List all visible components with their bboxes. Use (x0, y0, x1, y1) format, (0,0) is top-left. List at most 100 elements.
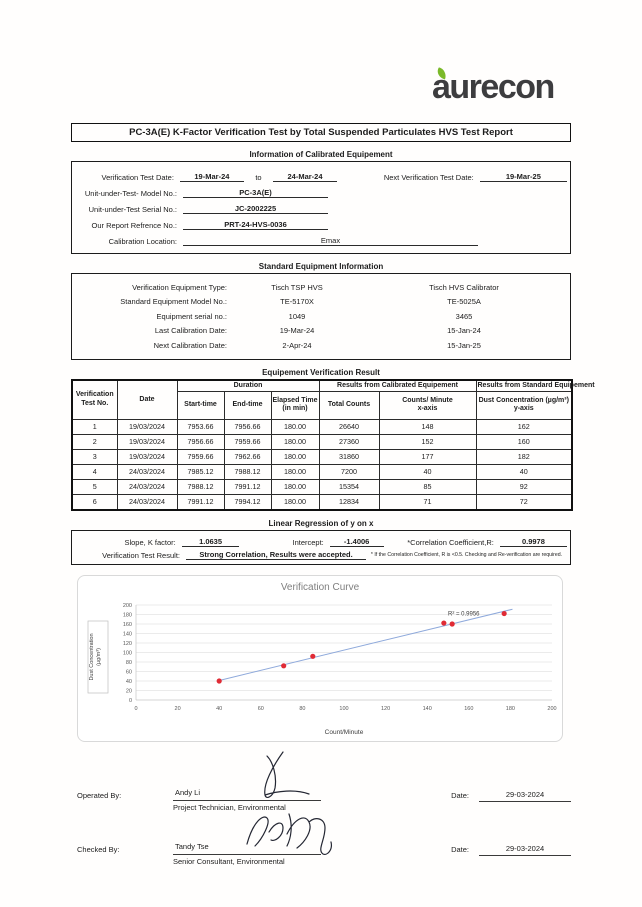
report-ref-label: Our Report Refrence No.: (91, 221, 177, 230)
std-model-col2: TE-5025A (447, 297, 481, 307)
svg-text:100: 100 (123, 650, 132, 656)
svg-text:160: 160 (464, 706, 473, 712)
checker-signature-block: Tandy Tse Senior Consultant, Environment… (173, 813, 332, 868)
calibration-location-value: Emax (183, 236, 478, 246)
equipment-type-col1: Tisch TSP HVS (271, 282, 323, 292)
std-model-label: Standard Equipment Model No.: (120, 297, 227, 307)
group-standard: Results from Standard Equipement (475, 379, 595, 392)
checked-by-row: Checked By: Tandy Tse Senior Consultant,… (77, 813, 571, 868)
svg-text:0: 0 (134, 706, 137, 712)
operated-date-label: Date: (451, 790, 469, 800)
next-test-date-label: Next Verification Test Date: (383, 173, 474, 182)
svg-text:180: 180 (506, 706, 515, 712)
regression-result-row: Verification Test Result: Strong Correla… (75, 547, 567, 560)
header-row-groups: Verification Test No. Date Duration Resu… (71, 379, 595, 420)
svg-text:60: 60 (258, 706, 264, 712)
svg-text:Count/Minute: Count/Minute (325, 729, 364, 736)
std-row-model: Standard Equipment Model No.: TE-5170X T… (75, 295, 567, 310)
header-row-cols: Start-time End-time Elapsed Time (in min)… (72, 390, 573, 420)
last-cal-label: Last Calibration Date: (154, 326, 227, 336)
regression-values-row: Slope, K factor: 1.0635 Intercept: -1.40… (75, 534, 568, 547)
calibrated-info-table: Verification Test Date: 19-Mar-24 to 24-… (71, 161, 571, 254)
std-row-next-cal: Next Calibration Date: 2-Apr-24 15-Jan-2… (75, 338, 567, 353)
to-label: to (255, 173, 262, 182)
checker-name: Tandy Tse (173, 842, 321, 855)
operated-date-value: 29-03-2024 (479, 790, 571, 802)
serial-no-label: Unit-under-Test Serial No.: (88, 205, 177, 214)
regression-box: Slope, K factor: 1.0635 Intercept: -1.40… (71, 529, 571, 565)
model-no-label: Unit-under-Test- Model No.: (84, 189, 177, 198)
svg-text:100: 100 (339, 706, 348, 712)
equipment-type-col2: Tisch HVS Calibrator (429, 282, 499, 292)
report-title-box: PC-3A(E) K-Factor Verification Test by T… (71, 123, 571, 142)
col-dust-concentration: Dust Concentration (µg/m³) y-axis (475, 390, 573, 420)
svg-text:0: 0 (129, 698, 132, 704)
verification-result-table: Verification Test No. Date Duration Resu… (71, 378, 595, 511)
slope-label: Slope, K factor: (124, 537, 176, 547)
correlation-label: *Correlation Coefficient,R: (407, 537, 494, 547)
logo-leaf-icon (436, 66, 449, 86)
test-result-value: Strong Correlation, Results were accepte… (186, 550, 366, 560)
svg-text:140: 140 (423, 706, 432, 712)
col-total-counts: Total Counts (318, 390, 380, 420)
svg-text:R² = 0.9956: R² = 0.9956 (448, 611, 480, 617)
model-no-row: Unit-under-Test- Model No.: PC-3A(E) (75, 182, 567, 198)
group-calibrated: Results from Calibrated Equipement (318, 379, 477, 392)
equipment-type-label: Verification Equipment Type: (132, 282, 227, 292)
col-elapsed: Elapsed Time (in min) (270, 390, 320, 420)
table-row: 1 19/03/2024 7953.66 7956.66 180.00 26640 148 1… (71, 418, 573, 435)
model-no-value: PC-3A(E) (183, 188, 328, 198)
correlation-footnote: * If the Correlation Coefficient, R is <… (370, 551, 563, 558)
svg-text:200: 200 (123, 603, 132, 609)
checked-date-value: 29-03-2024 (479, 844, 571, 856)
std-serial-label: Equipment serial no.: (156, 311, 227, 321)
report-content: PC-3A(E) K-Factor Verification Test by T… (71, 123, 595, 868)
standard-info-heading: Standard Equipment Information (258, 262, 384, 271)
table-row: 3 19/03/2024 7959.66 7962.66 180.00 31860 177 1… (71, 448, 573, 465)
std-row-serial: Equipment serial no.: 1049 3465 (75, 309, 567, 324)
chart-title: Verification Curve (280, 581, 360, 593)
std-row-type: Verification Equipment Type: Tisch TSP H… (75, 280, 567, 295)
next-cal-col1: 2-Apr-24 (282, 340, 312, 350)
last-cal-col1: 19-Mar-24 (279, 326, 315, 336)
operator-signature-block: Andy Li Project Technician, Environmenta… (173, 751, 321, 814)
operator-title: Project Technician, Environmental (173, 802, 286, 812)
next-test-date: 19-Mar-25 (479, 172, 567, 182)
operator-signature-icon (264, 751, 310, 798)
test-date-label: Verification Test Date: (101, 173, 174, 182)
slope-value: 1.0635 (181, 537, 240, 547)
svg-text:120: 120 (123, 641, 132, 647)
report-title: PC-3A(E) K-Factor Verification Test by T… (129, 127, 513, 138)
table-row: 2 19/03/2024 7956.66 7959.66 180.00 27360 152 1… (71, 433, 573, 450)
intercept-value: -1.4006 (329, 537, 384, 547)
svg-text:60: 60 (126, 669, 132, 675)
svg-text:120: 120 (381, 706, 390, 712)
logo-text: aurecon (432, 68, 555, 106)
standard-info-table: Verification Equipment Type: Tisch TSP H… (71, 273, 571, 360)
svg-text:200: 200 (547, 706, 556, 712)
checked-by-label: Checked By: (77, 844, 120, 854)
checker-title: Senior Consultant, Environmental (173, 856, 285, 866)
col-end-time: End-time (223, 390, 272, 420)
intercept-label: Intercept: (292, 537, 324, 547)
report-ref-row: Our Report Refrence No.: PRT-24-HVS-0036 (75, 214, 567, 230)
svg-text:40: 40 (126, 679, 132, 685)
last-cal-col2: 15-Jan-24 (447, 326, 481, 336)
verification-test-date-row: Verification Test Date: 19-Mar-24 to 24-… (75, 166, 567, 182)
test-date-from: 19-Mar-24 (179, 172, 244, 182)
svg-text:80: 80 (299, 706, 305, 712)
svg-text:40: 40 (216, 706, 222, 712)
test-result-label: Verification Test Result: (102, 550, 180, 560)
operated-by-label: Operated By: (77, 790, 122, 800)
col-date: Date (116, 379, 178, 420)
std-row-last-cal: Last Calibration Date: 19-Mar-24 15-Jan-… (75, 324, 567, 339)
verification-curve-plot: 0 20 40 60 80 100 120 140 160 180 200 0 20 40 60 80 100 1… (87, 603, 557, 736)
table-row: 4 24/03/2024 7985.12 7988.12 180.00 7200 40 40 (71, 463, 573, 480)
std-serial-col1: 1049 (288, 311, 306, 321)
serial-no-value: JC-2002225 (183, 204, 328, 214)
col-test-no: Verification Test No. (71, 379, 118, 420)
std-serial-col2: 3465 (455, 311, 473, 321)
operated-by-row: Operated By: Andy Li Project Technician,… (77, 751, 571, 814)
next-cal-col2: 15-Jan-25 (447, 340, 481, 350)
